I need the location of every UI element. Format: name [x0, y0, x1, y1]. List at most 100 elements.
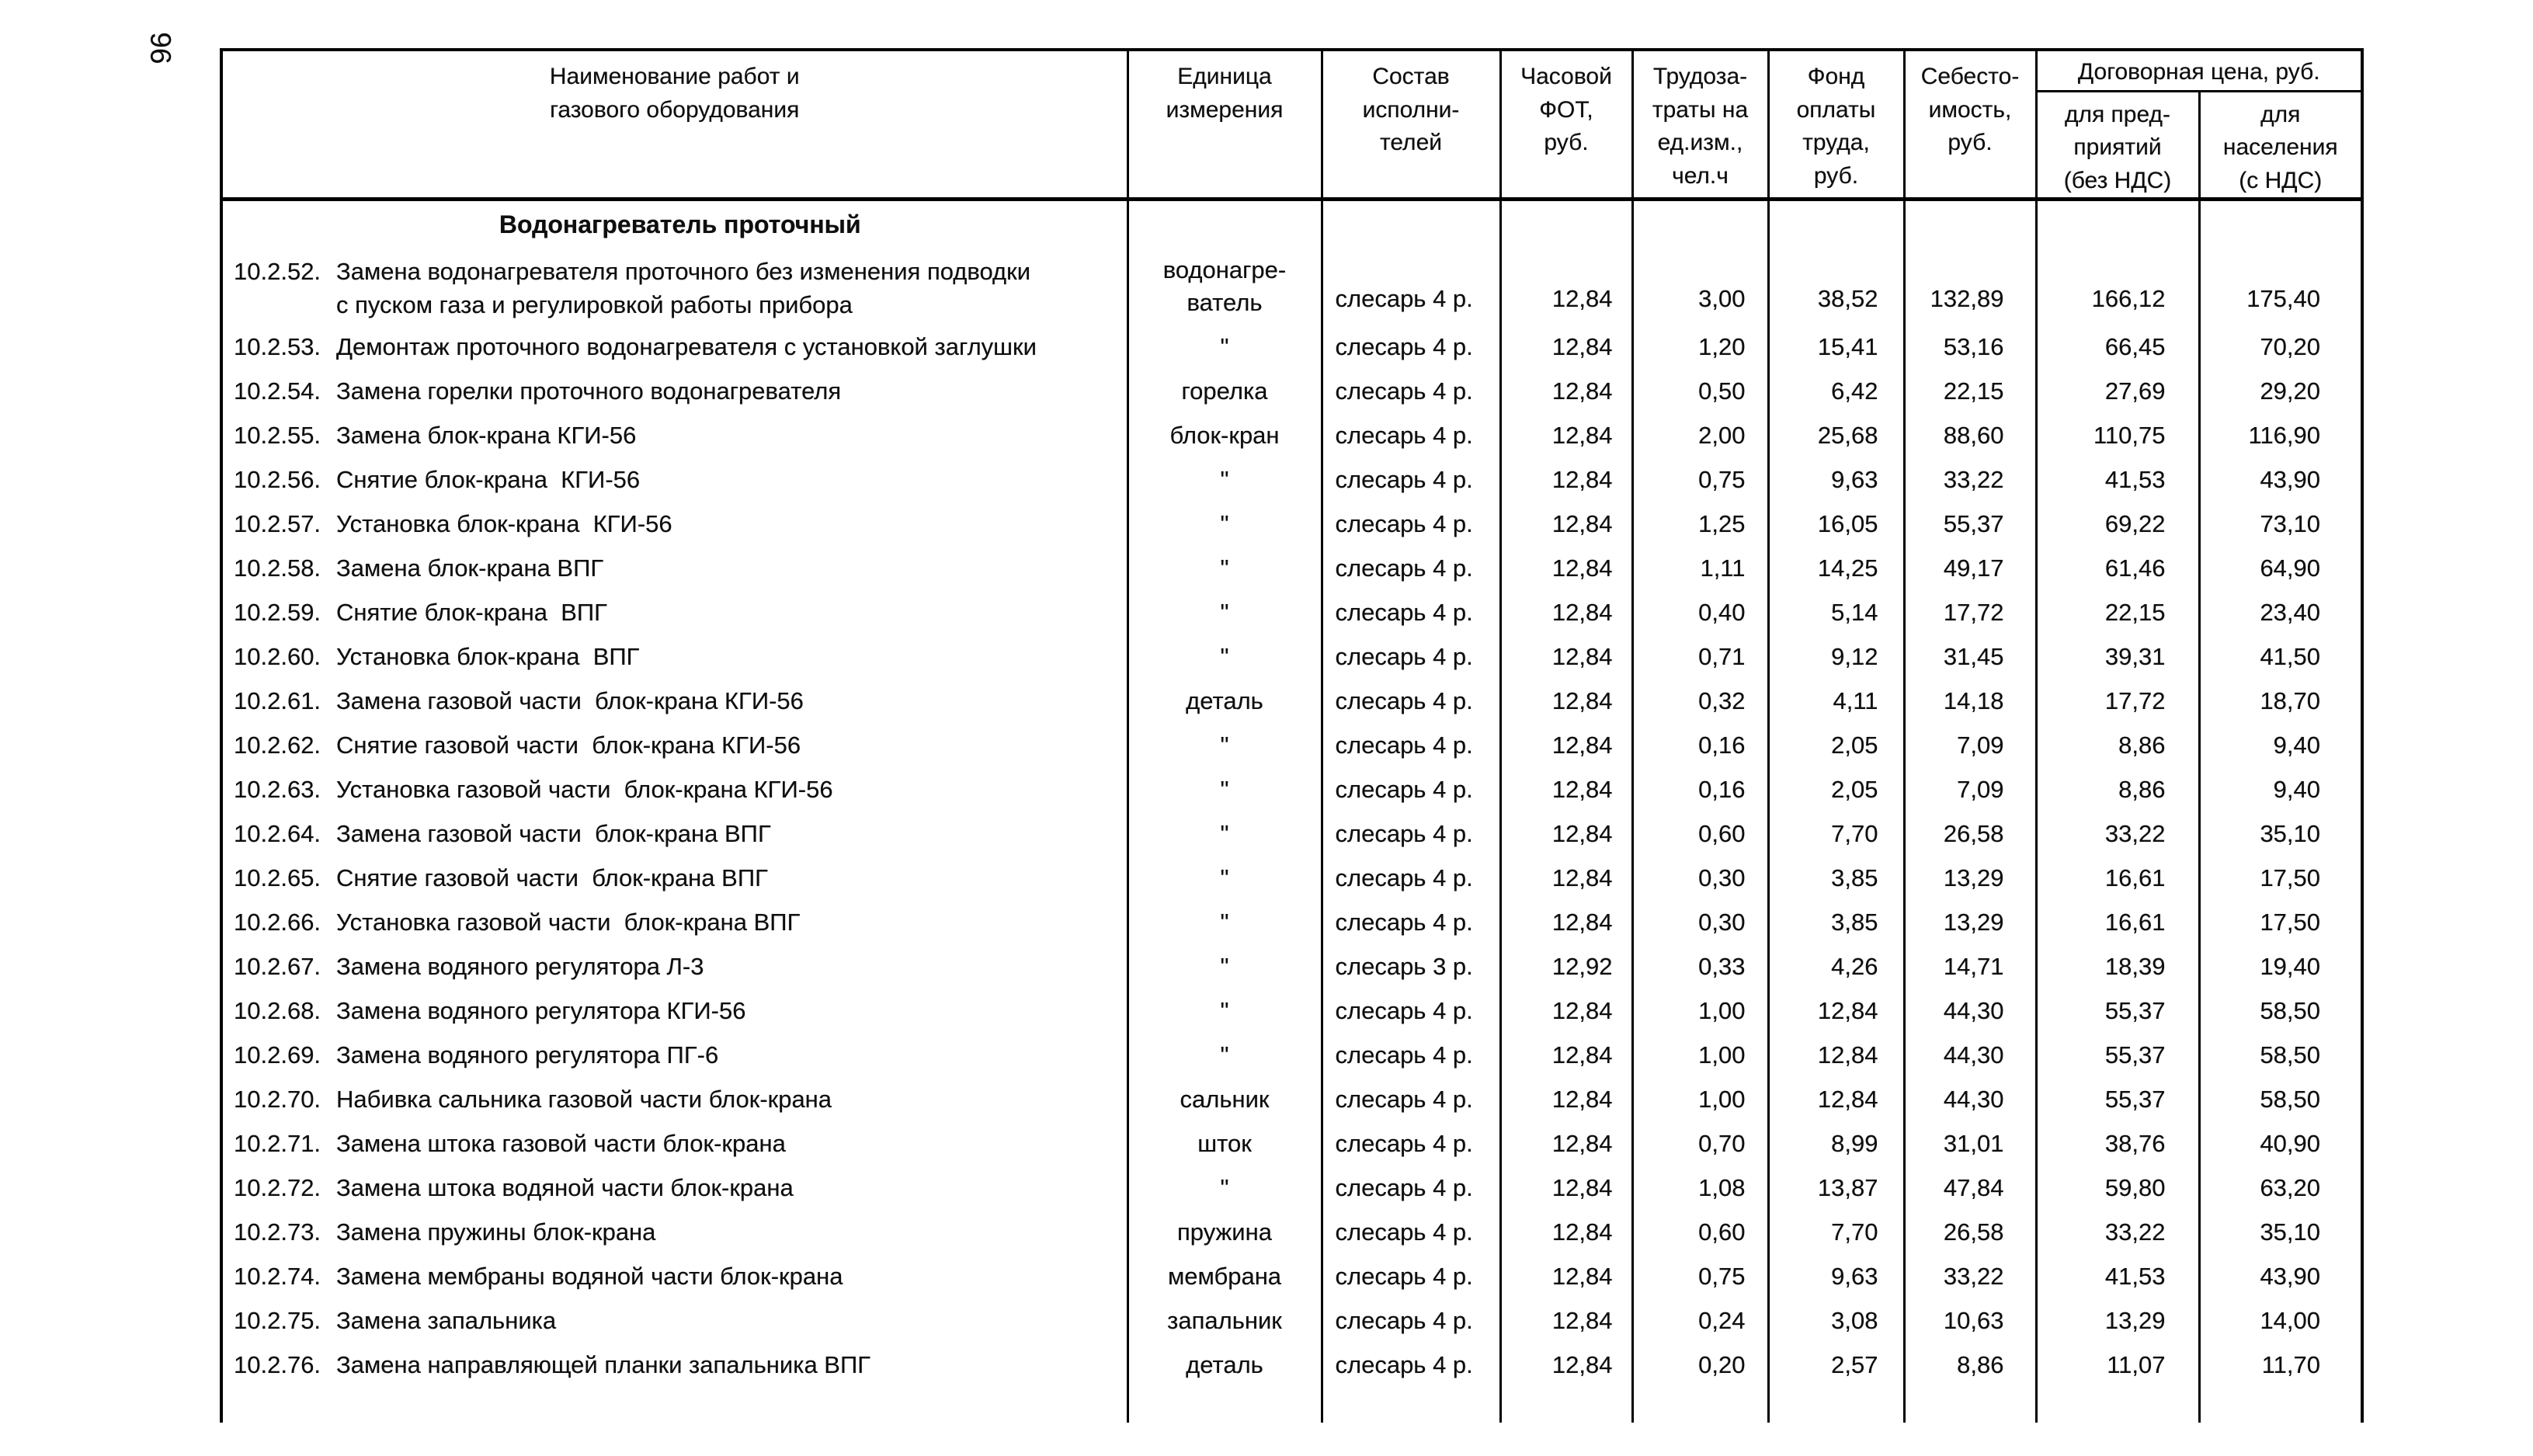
work-name-cell: 10.2.72. Замена штока водяной части блок-…: [220, 1166, 1129, 1211]
empty-cell: [1320, 1387, 1502, 1423]
fot-cell: 12,84: [1499, 811, 1634, 857]
price-enterprises-cell: 8,86: [2034, 723, 2201, 768]
price-population-cell: 43,90: [2198, 1254, 2364, 1299]
fot-cell: 12,84: [1499, 767, 1634, 812]
cost-cell: 26,58: [1902, 1210, 2038, 1255]
cost-cell: 14,71: [1902, 944, 2038, 989]
work-description: Замена водяного регулятора КГИ-56: [336, 996, 746, 1024]
header-hourly-fot: Часовой ФОТ, руб.: [1499, 48, 1634, 202]
table-row: 10.2.74. Замена мембраны водяной части бл…: [220, 1254, 2364, 1299]
work-description: Снятие блок-крана КГИ-56: [336, 465, 641, 493]
cost-cell: 132,89: [1902, 247, 2038, 325]
price-enterprises-cell: 22,15: [2034, 590, 2201, 635]
price-population-cell: 9,40: [2198, 723, 2364, 768]
unit-cell: горелка: [1126, 369, 1323, 414]
page-number: 96: [145, 32, 177, 64]
table-row: 10.2.53. Демонтаж проточного водонагреват…: [220, 325, 2364, 370]
cost-cell: 22,15: [1902, 369, 2038, 414]
price-enterprises-cell: 13,29: [2034, 1298, 2201, 1343]
row-number: 10.2.57.: [234, 509, 321, 537]
price-enterprises-cell: 66,45: [2034, 325, 2201, 370]
work-name-cell: 10.2.64. Замена газовой части блок-крана …: [220, 811, 1129, 857]
fot-cell: 12,92: [1499, 944, 1634, 989]
crew-cell: слесарь 4 р.: [1320, 900, 1502, 945]
fot-cell: 12,84: [1499, 1121, 1634, 1166]
crew-cell: слесарь 4 р.: [1320, 247, 1502, 325]
work-description: Замена газовой части блок-крана ВПГ: [336, 819, 771, 847]
price-population-cell: 116,90: [2198, 413, 2364, 458]
price-enterprises-cell: 33,22: [2034, 1210, 2201, 1255]
header-price-enterprises: для пред- приятий (без НДС): [2034, 89, 2201, 202]
work-name-cell: 10.2.75. Замена запальника: [220, 1298, 1129, 1343]
price-population-cell: 64,90: [2198, 546, 2364, 591]
price-population-cell: 43,90: [2198, 457, 2364, 502]
price-population-cell: 35,10: [2198, 1210, 2364, 1255]
fund-cell: 25,68: [1767, 413, 1906, 458]
unit-cell: ": [1126, 1033, 1323, 1078]
header-cost: Себесто- имость, руб.: [1902, 48, 2038, 202]
empty-cell: [2198, 1387, 2364, 1423]
fot-cell: 12,84: [1499, 590, 1634, 635]
labor-cell: 1,11: [1631, 546, 1770, 591]
cost-cell: 55,37: [1902, 502, 2038, 547]
fot-cell: 12,84: [1499, 723, 1634, 768]
crew-cell: слесарь 4 р.: [1320, 590, 1502, 635]
crew-cell: слесарь 4 р.: [1320, 1254, 1502, 1299]
work-description: Замена запальника: [336, 1306, 557, 1334]
fot-cell: 12,84: [1499, 989, 1634, 1034]
price-enterprises-cell: 27,69: [2034, 369, 2201, 414]
cost-cell: 10,63: [1902, 1298, 2038, 1343]
fund-cell: 2,05: [1767, 767, 1906, 812]
work-name-cell: 10.2.59. Снятие блок-крана ВПГ: [220, 590, 1129, 635]
table-row: 10.2.57. Установка блок-крана КГИ-56 " слес…: [220, 502, 2364, 547]
price-population-cell: 11,70: [2198, 1343, 2364, 1388]
cost-cell: 44,30: [1902, 1077, 2038, 1122]
price-enterprises-cell: 55,37: [2034, 989, 2201, 1034]
work-name-cell: 10.2.60. Установка блок-крана ВПГ: [220, 634, 1129, 679]
price-population-cell: 23,40: [2198, 590, 2364, 635]
crew-cell: слесарь 4 р.: [1320, 1033, 1502, 1078]
price-enterprises-cell: 11,07: [2034, 1343, 2201, 1388]
work-description: Замена направляющей планки запальника ВП…: [336, 1350, 871, 1378]
price-population-cell: 17,50: [2198, 900, 2364, 945]
row-number: 10.2.67.: [234, 952, 321, 980]
cost-cell: 7,09: [1902, 767, 2038, 812]
table-row: 10.2.68. Замена водяного регулятора КГИ-5…: [220, 989, 2364, 1034]
row-number: 10.2.53.: [234, 332, 321, 360]
work-description: Замена блок-крана КГИ-56: [336, 421, 637, 449]
work-name-cell: 10.2.70. Набивка сальника газовой части б…: [220, 1077, 1129, 1122]
table-body: Водонагреватель проточный 10.2.52. Замена…: [220, 199, 2364, 1423]
cost-cell: 44,30: [1902, 989, 2038, 1034]
row-number: 10.2.74.: [234, 1262, 321, 1290]
work-name-cell: 10.2.74. Замена мембраны водяной части бл…: [220, 1254, 1129, 1299]
fot-cell: 12,84: [1499, 1298, 1634, 1343]
fund-cell: 9,12: [1767, 634, 1906, 679]
row-number: 10.2.70.: [234, 1085, 321, 1113]
fund-cell: 9,63: [1767, 1254, 1906, 1299]
header-unit: Единица измерения: [1126, 48, 1323, 202]
price-population-cell: [2198, 199, 2364, 248]
labor-cell: 1,25: [1631, 502, 1770, 547]
cost-cell: 7,09: [1902, 723, 2038, 768]
price-population-cell: 19,40: [2198, 944, 2364, 989]
table-row: 10.2.64. Замена газовой части блок-крана …: [220, 811, 2364, 857]
price-enterprises-cell: 16,61: [2034, 856, 2201, 901]
fund-cell: 3,08: [1767, 1298, 1906, 1343]
crew-cell: слесарь 4 р.: [1320, 546, 1502, 591]
fot-cell: 12,84: [1499, 1210, 1634, 1255]
price-population-cell: 9,40: [2198, 767, 2364, 812]
cost-cell: 33,22: [1902, 1254, 2038, 1299]
unit-cell: ": [1126, 634, 1323, 679]
price-population-cell: 14,00: [2198, 1298, 2364, 1343]
empty-cell: [1767, 1387, 1906, 1423]
price-population-cell: 63,20: [2198, 1166, 2364, 1211]
work-description: Замена горелки проточного водонагревател…: [336, 377, 842, 405]
fot-cell: 12,84: [1499, 1033, 1634, 1078]
cost-cell: 53,16: [1902, 325, 2038, 370]
fund-cell: 4,26: [1767, 944, 1906, 989]
price-population-cell: 18,70: [2198, 679, 2364, 724]
price-enterprises-cell: 38,76: [2034, 1121, 2201, 1166]
price-enterprises-cell: 17,72: [2034, 679, 2201, 724]
fot-cell: 12,84: [1499, 413, 1634, 458]
fund-cell: 2,57: [1767, 1343, 1906, 1388]
